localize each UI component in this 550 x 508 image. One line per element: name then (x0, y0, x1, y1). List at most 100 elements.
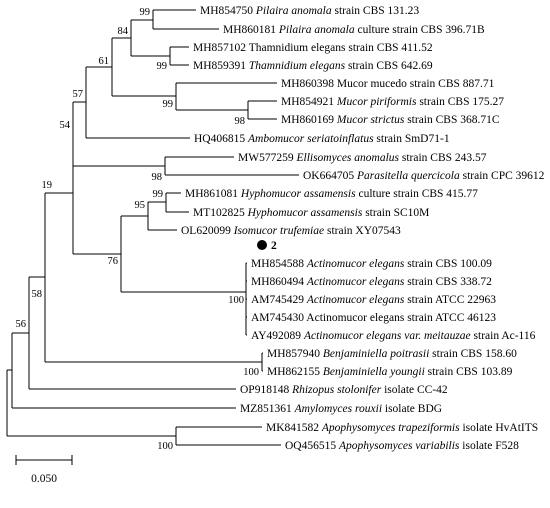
taxon-accession: MH860181 (223, 24, 279, 36)
support-value: 99 (157, 61, 168, 72)
support-value: 100 (243, 367, 259, 378)
taxon-label: MH860169 Mucor strictus strain CBS 368.7… (281, 114, 500, 126)
support-value: 99 (163, 99, 174, 110)
taxon-strain: isolate F528 (459, 440, 519, 452)
taxon-species: Rhizopus stolonifer (291, 384, 382, 396)
support-value: 98 (235, 116, 246, 127)
support-value: 76 (108, 256, 119, 267)
support-value: 58 (32, 289, 43, 300)
taxon-label: MH862155 Benjaminiella youngii strain CB… (267, 366, 513, 378)
taxon-species: Parasitella quercicola (356, 170, 460, 182)
taxon-label: MH857102 Thamnidium elegans strain CBS 4… (193, 42, 433, 54)
leaf-labels: MH854750 Pilaira anomala strain CBS 131.… (181, 5, 545, 452)
taxon-accession: MK841582 (266, 422, 322, 434)
taxon-label: MH854750 Pilaira anomala strain CBS 131.… (200, 5, 419, 17)
taxon-strain: strain CBS 338.72 (404, 276, 492, 288)
taxon-label: MZ851361 Amylomyces rouxii isolate BDG (240, 403, 442, 415)
taxon-accession: MH862155 (267, 366, 323, 378)
taxon-accession: MH860169 (281, 114, 337, 126)
support-value: 100 (157, 441, 173, 452)
taxon-species: Benjaminiella poitrasii (323, 348, 429, 360)
taxon-species: Actinomucor elegans (306, 294, 405, 306)
taxon-accession: MT102825 (193, 207, 248, 219)
taxon-strain: strain CBS 243.57 (399, 152, 487, 164)
support-value: 98 (152, 172, 163, 183)
scale-bar: 0.050 (15, 455, 73, 485)
taxon-accession: MH854588 (251, 258, 307, 270)
taxon-species: Pilaira anomala (255, 5, 332, 17)
taxon-strain: strain CBS 158.60 (429, 348, 517, 360)
taxon-strain: strain CBS 368.71C (404, 114, 500, 126)
taxon-accession: OP918148 (240, 384, 292, 396)
support-value: 95 (135, 200, 146, 211)
taxon-species: Hyphomucor assamensis (247, 207, 363, 219)
taxon-strain: strain CBS 175.27 (416, 96, 504, 108)
taxon-label: AM745429 Actinomucor elegans strain ATCC… (251, 294, 496, 306)
taxon-label: MT102825 Hyphomucor assamensis strain SC… (193, 207, 429, 219)
taxon-strain: isolate CC-42 (381, 384, 448, 396)
taxon-label: MH854588 Actinomucor elegans strain CBS … (251, 258, 492, 270)
taxon-strain: strain SC10M (362, 207, 429, 219)
scale-bar-label: 0.050 (31, 473, 57, 485)
taxon-accession: AY492089 (251, 330, 304, 342)
taxon-label: MH857940 Benjaminiella poitrasii strain … (267, 348, 517, 360)
support-value: 19 (42, 180, 53, 191)
taxon-strain: strain CPC 39612 (460, 170, 545, 182)
taxon-label: OP918148 Rhizopus stolonifer isolate CC-… (240, 384, 448, 396)
taxon-label: OL620099 Isomucor trufemiae strain XY075… (181, 225, 401, 237)
taxon-label: OK664705 Parasitella quercicola strain C… (303, 170, 545, 182)
tree-branches (6, 9, 299, 446)
taxon-strain: strain CBS 131.23 (332, 5, 420, 17)
taxon-strain: isolate BDG (382, 403, 442, 415)
taxon-species: Benjaminiella youngii (323, 366, 425, 378)
taxon-accession: MH860398 (281, 78, 337, 90)
taxon-species: Thamnidium elegans (249, 60, 346, 72)
taxon-label: MW577259 Ellisomyces anomalus strain CBS… (238, 152, 487, 164)
taxon-strain: culture strain CBS 415.77 (356, 188, 479, 200)
taxon-label: MH854921 Mucor piriformis strain CBS 175… (281, 96, 504, 108)
taxon-strain: strain CBS 103.89 (425, 366, 513, 378)
taxon-species: Actinomucor elegans (306, 312, 405, 324)
taxon-accession: AM745429 (251, 294, 307, 306)
taxon-strain: strain Ac-116 (471, 330, 536, 342)
taxon-accession: MW577259 (238, 152, 296, 164)
taxon-species: Actinomucor elegans (306, 276, 405, 288)
taxon-species: Actinomucor elegans var. meitauzae (303, 330, 471, 342)
taxon-label: MH860494 Actinomucor elegans strain CBS … (251, 276, 492, 288)
taxon-strain: strain ATCC 46123 (404, 312, 496, 324)
taxon-accession: HQ406815 (194, 133, 248, 145)
support-value: 54 (60, 120, 71, 131)
taxon-strain: strain CBS 887.71 (407, 78, 495, 90)
taxon-species: Apophysomyces variabilis (338, 440, 460, 452)
taxon-accession: OK664705 (303, 170, 357, 182)
taxon-accession: MH857940 (267, 348, 323, 360)
support-value: 99 (153, 189, 164, 200)
taxon-strain: strain ATCC 22963 (404, 294, 496, 306)
taxon-accession: MH859391 (193, 60, 249, 72)
taxon-strain: strain CBS 411.52 (345, 42, 432, 54)
taxon-species: Hyphomucor assamensis (240, 188, 356, 200)
taxon-species: Mucor strictus (336, 114, 405, 126)
taxon-species: Isomucor trufemiae (233, 225, 324, 237)
taxon-label: AM745430 Actinomucor elegans strain ATCC… (251, 312, 496, 324)
taxon-species: Actinomucor elegans (306, 258, 405, 270)
support-value: 100 (228, 295, 244, 306)
taxon-label: MH860398 Mucor mucedo strain CBS 887.71 (281, 78, 495, 90)
taxon-accession: MZ851361 (240, 403, 295, 415)
taxon-accession: OQ456515 (285, 440, 339, 452)
taxon-label: MH861081 Hyphomucor assamensis culture s… (185, 188, 478, 200)
taxon-label: HQ406815 Ambomucor seriatoinflatus strai… (194, 133, 450, 145)
taxon-accession: OL620099 (181, 225, 234, 237)
taxon-species: Pilaira anomala (278, 24, 355, 36)
taxon-species: Thamnidium elegans (249, 42, 346, 54)
taxon-species: Mucor mucedo (337, 78, 407, 90)
taxon-label: OQ456515 Apophysomyces variabilis isolat… (285, 440, 519, 452)
sample-label: 2 (271, 240, 277, 252)
support-value: 84 (118, 26, 129, 37)
taxon-strain: strain CBS 100.09 (404, 258, 492, 270)
taxon-strain: isolate HvAtITS (460, 422, 539, 434)
taxon-accession: AM745430 (251, 312, 306, 324)
taxon-strain: strain CBS 642.69 (345, 60, 433, 72)
taxon-accession: MH857102 (193, 42, 249, 54)
